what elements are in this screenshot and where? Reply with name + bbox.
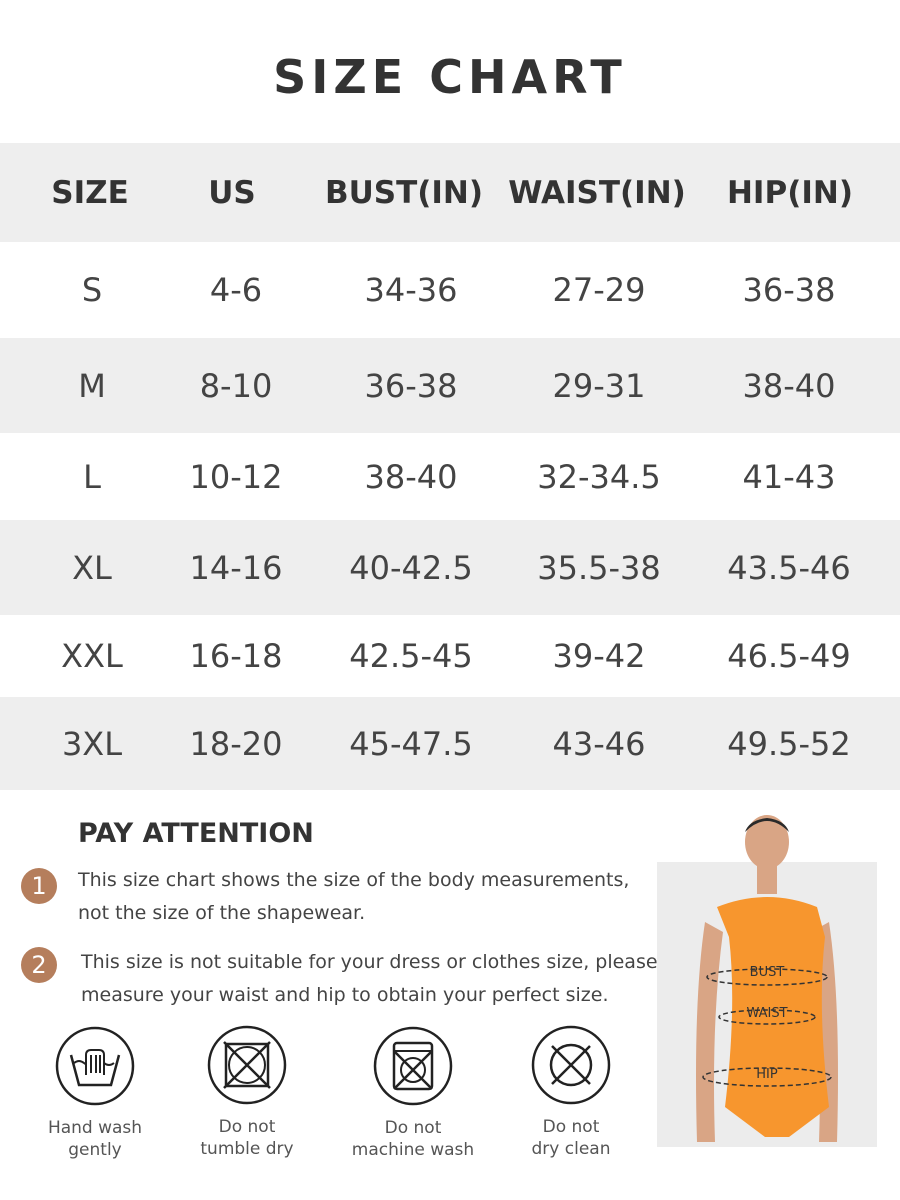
care-no-dry-clean: Do not dry clean: [491, 1024, 651, 1160]
table-cell: 29-31: [552, 366, 646, 405]
header-cell: US: [208, 174, 256, 211]
attention-heading: PAY ATTENTION: [78, 818, 314, 849]
bust-label: BUST: [750, 965, 785, 980]
note-number-badge: 2: [21, 947, 57, 983]
header-cell: HIP(IN): [726, 174, 854, 211]
table-cell: 34-36: [364, 271, 458, 309]
table-cell: L: [83, 457, 101, 496]
table-cell: M: [78, 366, 106, 405]
note-text: not the size of the shapewear.: [78, 902, 366, 924]
table-cell: 16-18: [189, 637, 283, 675]
table-cell: 10-12: [189, 457, 283, 496]
table-cell: 45-47.5: [349, 724, 473, 763]
table-cell: 39-42: [552, 637, 646, 675]
table-cell: 18-20: [189, 724, 283, 763]
table-cell: 40-42.5: [349, 548, 473, 587]
no-dry-clean-icon: [531, 1025, 611, 1105]
table-row: XXL 16-18 42.5-45 39-42 46.5-49: [0, 615, 900, 697]
header-cell: WAIST(IN): [508, 174, 686, 211]
no-machine-wash-icon: [373, 1026, 453, 1106]
table-cell: 27-29: [552, 271, 646, 309]
table-cell: 38-40: [742, 366, 836, 405]
care-no-tumble-dry: Do not tumble dry: [167, 1024, 327, 1160]
table-cell: 4-6: [209, 271, 263, 309]
table-cell: 43-46: [552, 724, 646, 763]
header-cell: SIZE: [51, 174, 129, 211]
model-figure: BUST WAIST HIP: [696, 815, 838, 1142]
table-cell: 38-40: [364, 457, 458, 496]
table-cell: 8-10: [199, 366, 273, 405]
care-label: tumble dry: [200, 1139, 294, 1159]
table-cell: 36-38: [364, 366, 458, 405]
waist-label: WAIST: [746, 1006, 787, 1021]
table-cell: 36-38: [742, 271, 836, 309]
table-cell: 32-34.5: [537, 457, 661, 496]
table-cell: S: [81, 271, 103, 309]
care-label: Hand wash: [47, 1118, 143, 1138]
no-tumble-dry-icon: [207, 1025, 287, 1105]
note-text: This size is not suitable for your dress…: [81, 951, 658, 973]
hip-label: HIP: [756, 1067, 778, 1082]
care-label: Do not: [218, 1117, 276, 1137]
care-no-machine-wash: Do not machine wash: [333, 1025, 493, 1161]
care-label: Do not: [542, 1117, 600, 1137]
care-label: dry clean: [531, 1139, 611, 1159]
care-hand-wash: Hand wash gently: [15, 1025, 175, 1161]
table-row: M 8-10 36-38 29-31 38-40: [0, 338, 900, 433]
care-label: Do not: [384, 1118, 442, 1138]
table-cell: 43.5-46: [727, 548, 851, 587]
table-row: S 4-6 34-36 27-29 36-38: [0, 242, 900, 338]
care-label: gently: [68, 1140, 122, 1160]
table-cell: XXL: [61, 637, 123, 675]
table-row: 3XL 18-20 45-47.5 43-46 49.5-52: [0, 697, 900, 790]
table-cell: 42.5-45: [349, 637, 473, 675]
table-cell: 46.5-49: [727, 637, 851, 675]
note-2: This size is not suitable for your dress…: [81, 946, 658, 1012]
note-1: This size chart shows the size of the bo…: [78, 864, 629, 930]
note-text: measure your waist and hip to obtain you…: [81, 984, 609, 1006]
note-number-badge: 1: [21, 868, 57, 904]
table-cell: 49.5-52: [727, 724, 851, 763]
note-text: This size chart shows the size of the bo…: [78, 869, 630, 891]
table-row: XL 14-16 40-42.5 35.5-38 43.5-46: [0, 520, 900, 615]
table-cell: 14-16: [189, 548, 283, 587]
table-row: L 10-12 38-40 32-34.5 41-43: [0, 433, 900, 520]
table-cell: XL: [72, 548, 112, 587]
header-cell: BUST(IN): [324, 174, 484, 211]
hand-wash-icon: [55, 1026, 135, 1106]
table-header: SIZE US BUST(IN) WAIST(IN) HIP(IN): [0, 143, 900, 242]
table-cell: 3XL: [61, 724, 123, 763]
table-cell: 35.5-38: [537, 548, 661, 587]
page-title: SIZE CHART: [273, 50, 627, 104]
care-label: machine wash: [351, 1140, 475, 1160]
table-cell: 41-43: [742, 457, 836, 496]
